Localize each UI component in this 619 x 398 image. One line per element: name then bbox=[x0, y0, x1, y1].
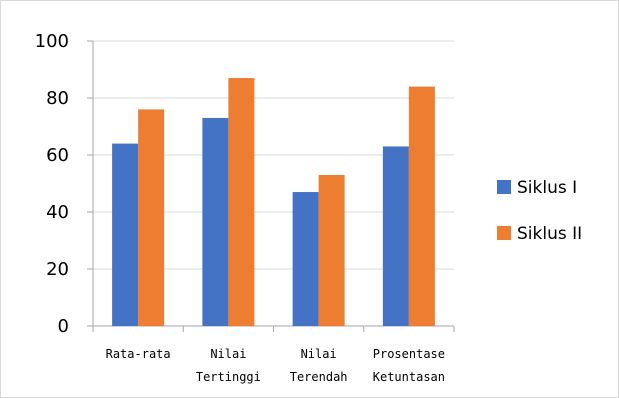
bar-siklus-ii bbox=[138, 109, 165, 327]
legend-label: Siklus I bbox=[517, 178, 577, 198]
x-category-label: Prosentase bbox=[373, 347, 445, 361]
bar-siklus-ii bbox=[228, 78, 255, 326]
x-category-label: Rata-rata bbox=[106, 347, 171, 361]
bar-siklus-i bbox=[292, 192, 319, 326]
y-tick-label: 80 bbox=[46, 88, 69, 109]
y-tick-label: 0 bbox=[58, 316, 69, 337]
bar-siklus-i bbox=[382, 146, 409, 326]
x-category-label: Terendah bbox=[290, 370, 348, 384]
y-tick-label: 20 bbox=[46, 259, 69, 280]
y-tick-label: 40 bbox=[46, 202, 69, 223]
x-category-label: Nilai bbox=[210, 347, 246, 361]
x-category-label: Ketuntasan bbox=[373, 370, 445, 384]
y-tick-label: 100 bbox=[35, 31, 69, 52]
legend-swatch bbox=[497, 180, 511, 194]
y-tick-label: 60 bbox=[46, 145, 69, 166]
legend-swatch bbox=[497, 226, 511, 240]
legend-label: Siklus II bbox=[517, 224, 582, 244]
x-category-label: Nilai bbox=[301, 347, 337, 361]
bar-siklus-ii bbox=[318, 174, 345, 326]
bar-siklus-ii bbox=[408, 86, 435, 326]
bar-siklus-i bbox=[112, 143, 139, 326]
bar-siklus-i bbox=[202, 117, 229, 326]
x-category-label: Tertinggi bbox=[196, 370, 261, 384]
